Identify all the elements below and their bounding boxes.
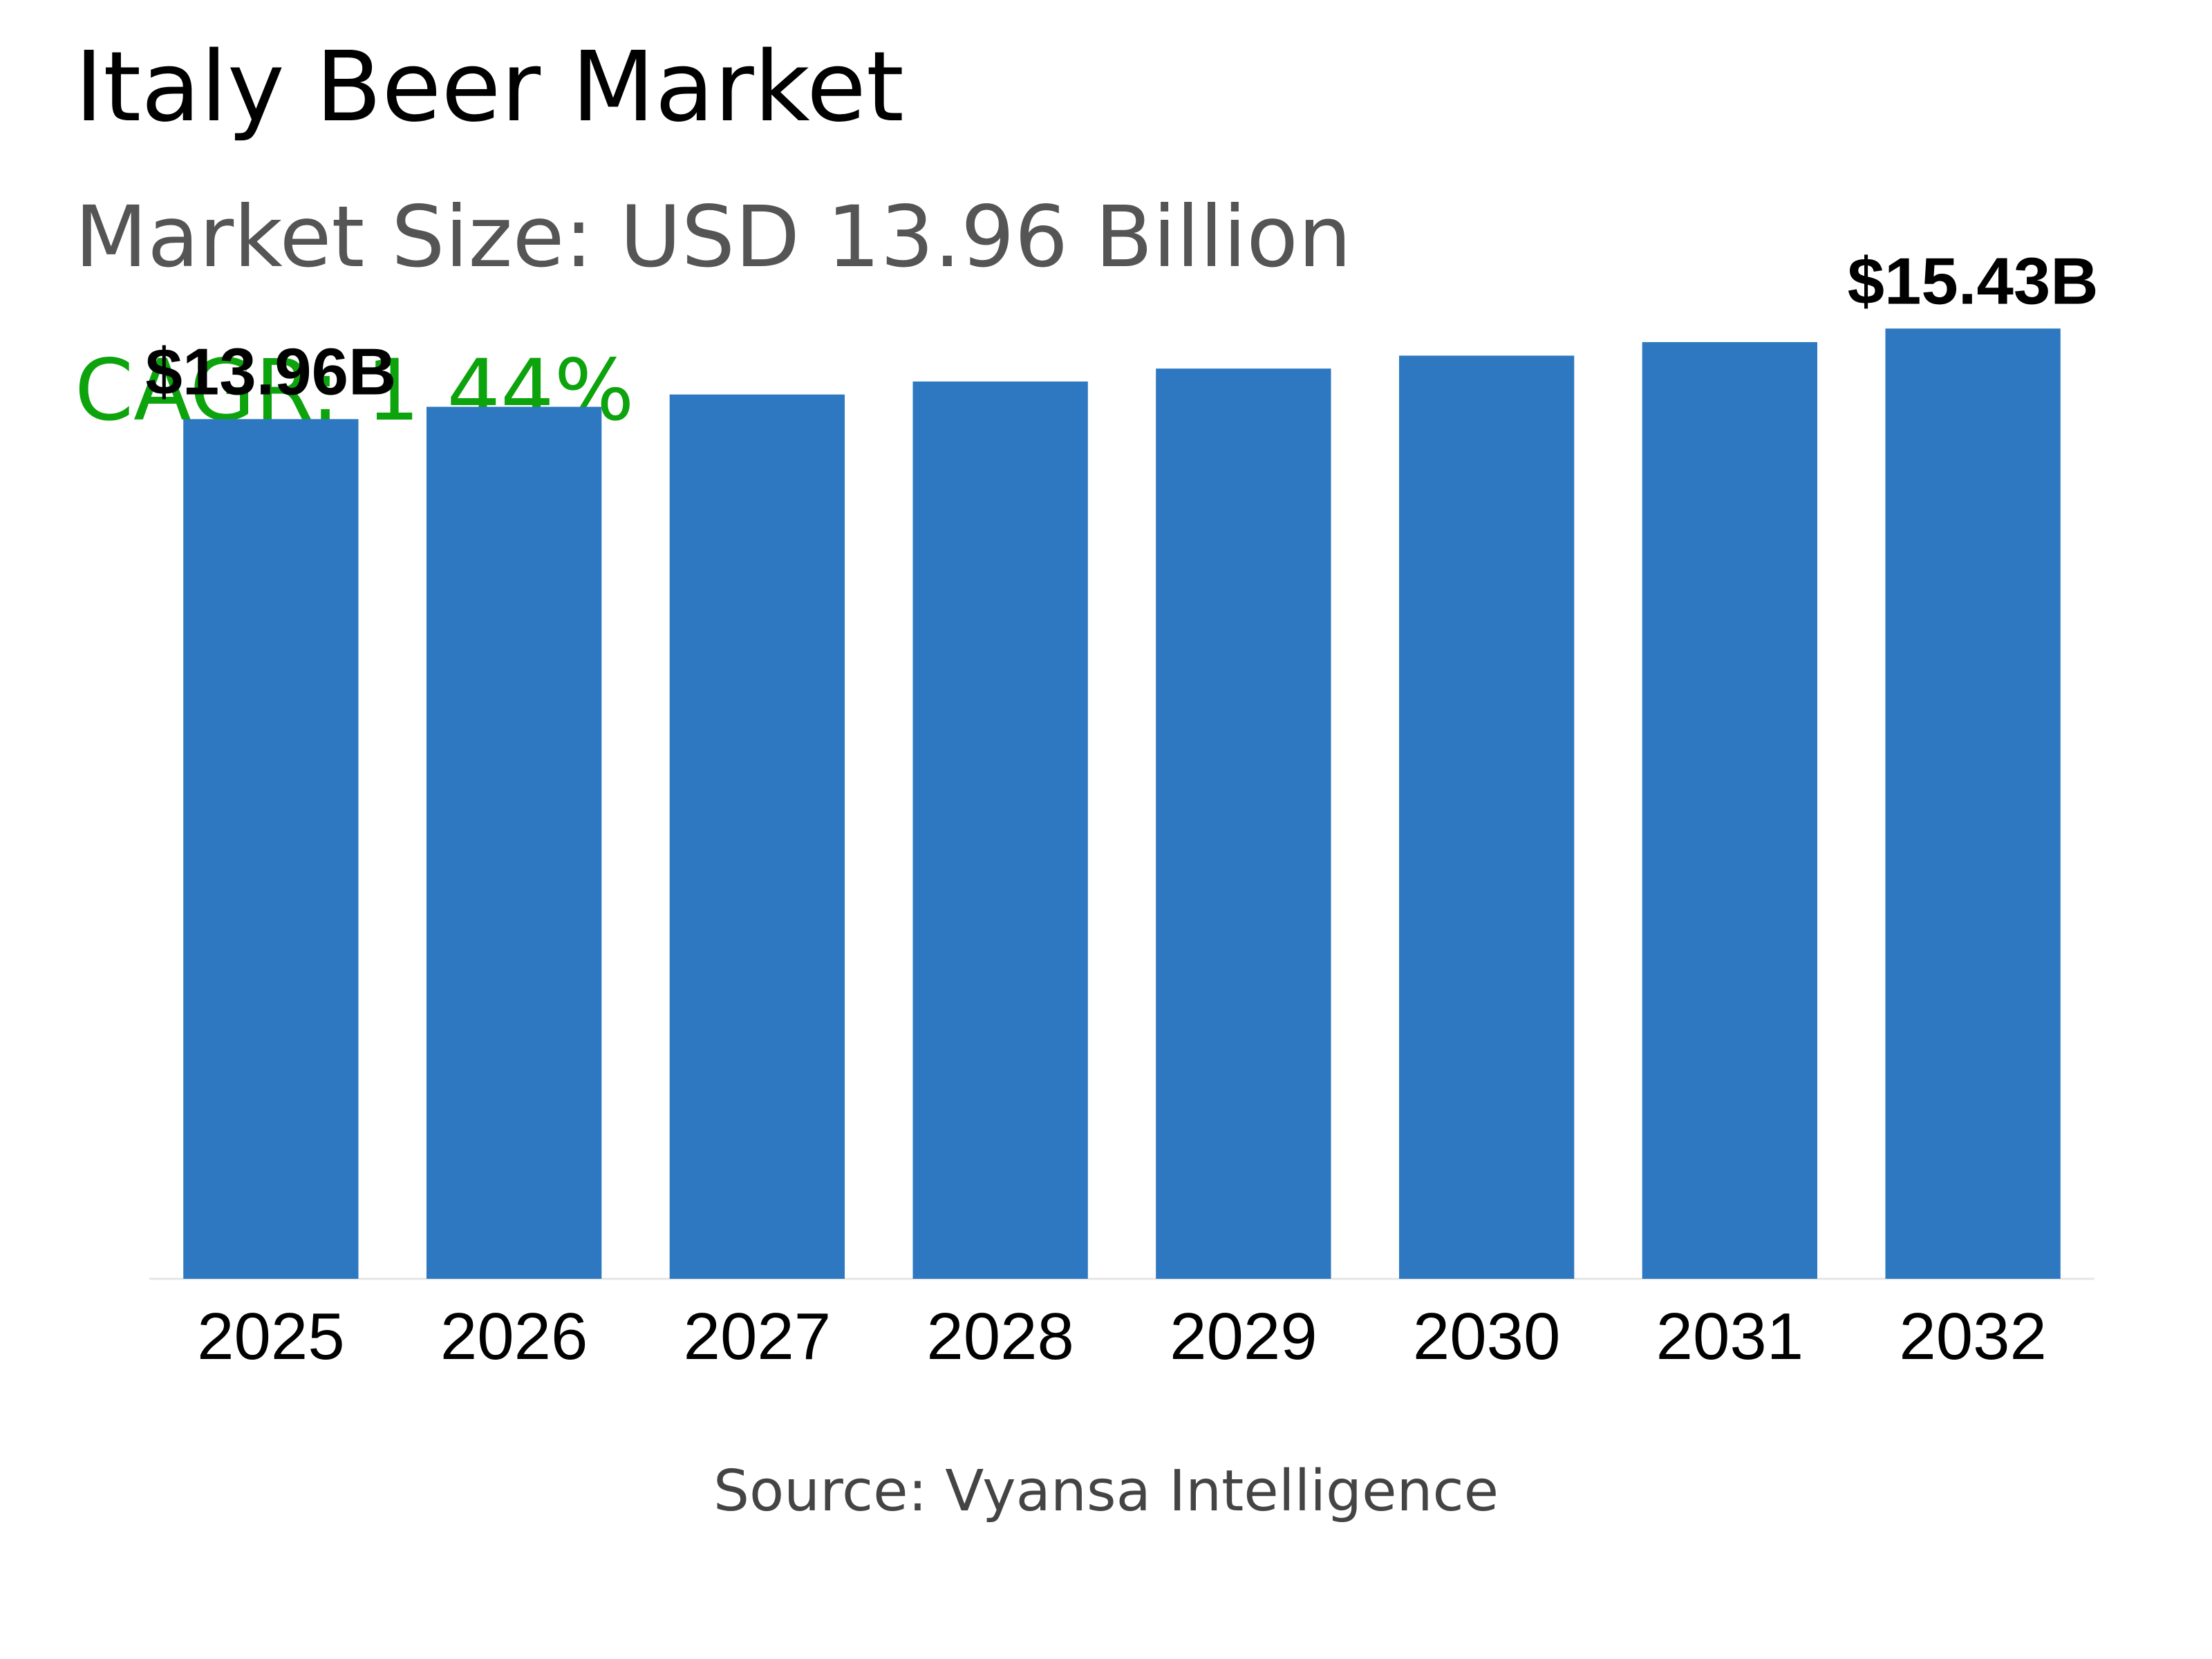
x-tick-label-2032: 2032: [1899, 1300, 2047, 1374]
data-labels: $13.96B $15.43B: [145, 244, 2098, 409]
bar-2027: [669, 394, 845, 1280]
bars-group: [183, 328, 2061, 1280]
bar-2029: [1156, 368, 1331, 1280]
chart-title: Italy Beer Market: [75, 31, 904, 144]
x-tick-label-2027: 2027: [684, 1300, 832, 1374]
bar-2026: [427, 406, 602, 1279]
x-tick-label-2025: 2025: [197, 1300, 345, 1374]
x-tick-labels: 2025 2026 2027 2028 2029 2030 2031 2032: [197, 1300, 2047, 1374]
source-note: Source: Vyansa Intelligence: [713, 1459, 1499, 1524]
x-tick-label-2031: 2031: [1656, 1300, 1804, 1374]
bar-2025: [183, 419, 359, 1279]
market-size-subtitle: Market Size: USD 13.96 Billion: [75, 188, 1352, 286]
bar-2031: [1642, 341, 1817, 1279]
data-label-2032: $15.43B: [1848, 244, 2099, 318]
bar-2032: [1885, 328, 2061, 1279]
x-tick-label-2028: 2028: [926, 1300, 1074, 1374]
x-tick-label-2029: 2029: [1170, 1300, 1318, 1374]
data-label-2025: $13.96B: [145, 335, 396, 409]
x-tick-label-2030: 2030: [1413, 1300, 1561, 1374]
bar-2030: [1399, 355, 1575, 1279]
x-tick-label-2026: 2026: [440, 1300, 588, 1374]
bar-2028: [912, 381, 1088, 1279]
